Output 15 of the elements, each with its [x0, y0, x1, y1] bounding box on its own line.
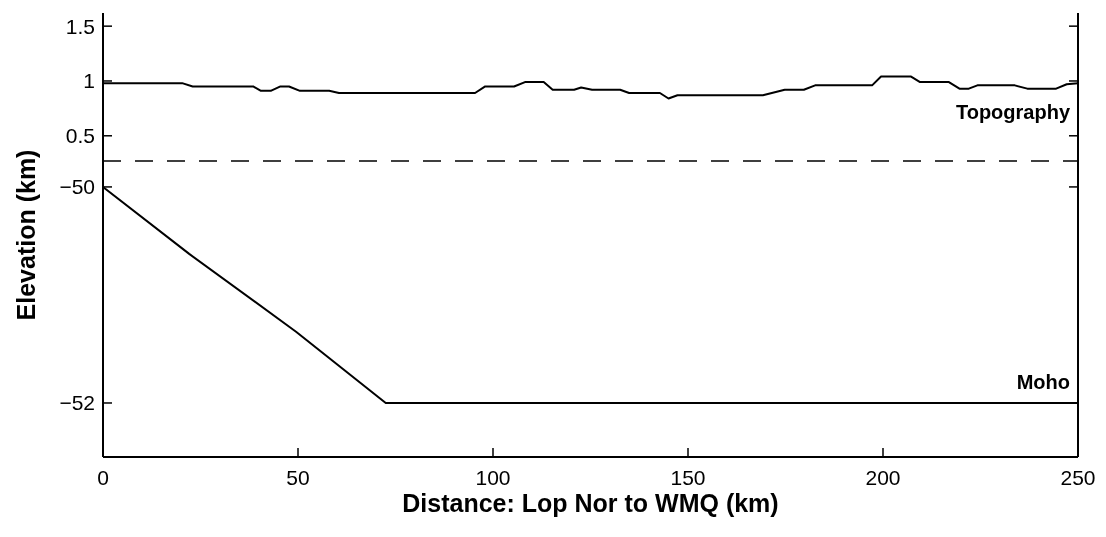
y-axis-title: Elevation (km): [12, 149, 40, 321]
x-tick-label: 0: [97, 466, 109, 489]
series-label: Moho: [1016, 370, 1070, 393]
y-tick-label: −50: [59, 175, 95, 199]
y-tick-label: 0.5: [65, 124, 95, 148]
x-axis-title: Distance: Lop Nor to WMQ (km): [402, 489, 779, 517]
y-tick-label: −52: [59, 391, 95, 415]
x-tick-label: 250: [1060, 466, 1096, 489]
x-tick-label: 200: [865, 466, 901, 489]
x-tick-label: 50: [286, 466, 310, 489]
x-tick-label: 150: [670, 466, 706, 489]
legend-label: Topography: [955, 101, 1071, 124]
y-tick-label: 1.5: [65, 14, 95, 38]
y-tick-label: 1: [83, 69, 95, 93]
x-tick-label: 100: [475, 466, 511, 489]
